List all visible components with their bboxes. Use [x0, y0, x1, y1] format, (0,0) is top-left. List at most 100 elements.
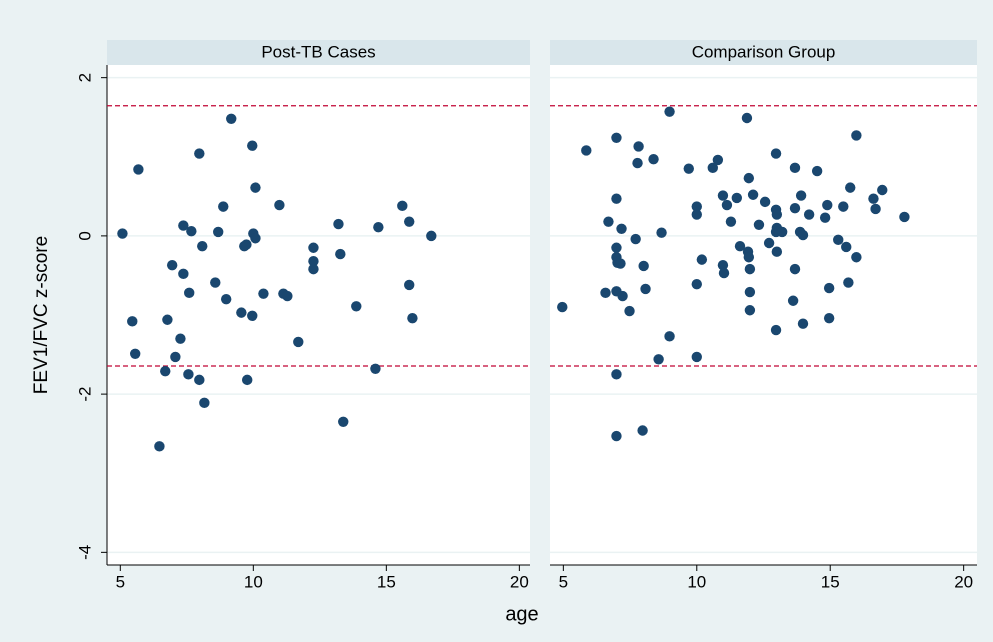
point [213, 226, 224, 238]
point [178, 268, 189, 280]
y-tick-label: -4 [75, 545, 94, 560]
point [770, 148, 782, 159]
point [186, 225, 197, 237]
point [877, 184, 888, 196]
point [581, 145, 592, 156]
point [653, 354, 664, 365]
point [870, 203, 881, 215]
point [335, 248, 346, 260]
point [789, 202, 801, 214]
point [899, 211, 910, 223]
point [333, 218, 344, 230]
point [845, 182, 856, 193]
point [718, 267, 730, 279]
point [823, 312, 835, 324]
point [637, 425, 648, 436]
point [611, 242, 622, 253]
panel-title: Post-TB Cases [261, 42, 375, 61]
point [218, 201, 229, 212]
point [370, 363, 381, 374]
point [154, 441, 165, 452]
point [178, 220, 189, 231]
point [664, 331, 675, 342]
point [293, 336, 304, 348]
y-tick-label: 2 [75, 73, 94, 82]
x-tick-label: 5 [559, 572, 568, 591]
point [175, 333, 186, 344]
y-axis-label: FEV1/FVC z-score [31, 236, 52, 394]
point [725, 216, 737, 227]
point [117, 228, 128, 239]
point [133, 164, 144, 175]
point [611, 430, 622, 442]
point [630, 233, 641, 245]
point [744, 263, 756, 275]
point [789, 162, 801, 174]
point [795, 190, 807, 201]
plot-area [107, 65, 530, 565]
point [241, 239, 252, 250]
point [250, 182, 261, 193]
point [787, 295, 799, 306]
point [404, 216, 415, 227]
point [731, 192, 743, 204]
x-axis-label: age [505, 603, 538, 625]
point [707, 162, 718, 174]
point [747, 189, 759, 200]
point [664, 106, 675, 117]
y-tick-label: 0 [75, 231, 94, 240]
point [656, 227, 667, 238]
point [833, 234, 844, 246]
point [822, 199, 833, 211]
point [717, 259, 729, 271]
strip [107, 40, 530, 65]
point [250, 233, 261, 244]
point [632, 157, 643, 169]
point [851, 252, 862, 263]
point [721, 199, 733, 211]
point [696, 254, 708, 265]
point [282, 290, 293, 302]
point [308, 242, 319, 253]
x-tick-label: 5 [116, 572, 125, 591]
point [220, 293, 232, 305]
point [633, 141, 644, 152]
point [160, 365, 171, 377]
point [771, 246, 783, 257]
point [194, 374, 205, 386]
point [162, 314, 173, 325]
point [351, 301, 362, 312]
point [236, 307, 247, 318]
point [819, 212, 831, 223]
point [426, 230, 437, 242]
point [638, 260, 649, 272]
point [691, 201, 702, 212]
panel-title: Comparison Group [692, 42, 836, 61]
point [611, 132, 622, 143]
point [683, 163, 694, 174]
point [841, 241, 852, 253]
x-tick-label: 20 [954, 572, 973, 591]
point [691, 351, 702, 363]
point [407, 312, 418, 324]
point [797, 318, 809, 329]
point [247, 140, 258, 151]
point [717, 190, 729, 201]
point [640, 283, 651, 295]
point [242, 374, 253, 386]
x-tick-label: 10 [687, 572, 706, 591]
x-tick-label: 10 [244, 572, 263, 591]
plot-area [550, 65, 977, 565]
x-tick-label: 15 [377, 572, 396, 591]
point [823, 282, 835, 294]
point [308, 256, 319, 267]
point [130, 348, 141, 359]
point [338, 416, 349, 428]
point [763, 237, 775, 249]
point [557, 301, 568, 313]
point [397, 200, 408, 212]
point [776, 226, 788, 238]
point [744, 305, 756, 316]
point [648, 153, 659, 165]
